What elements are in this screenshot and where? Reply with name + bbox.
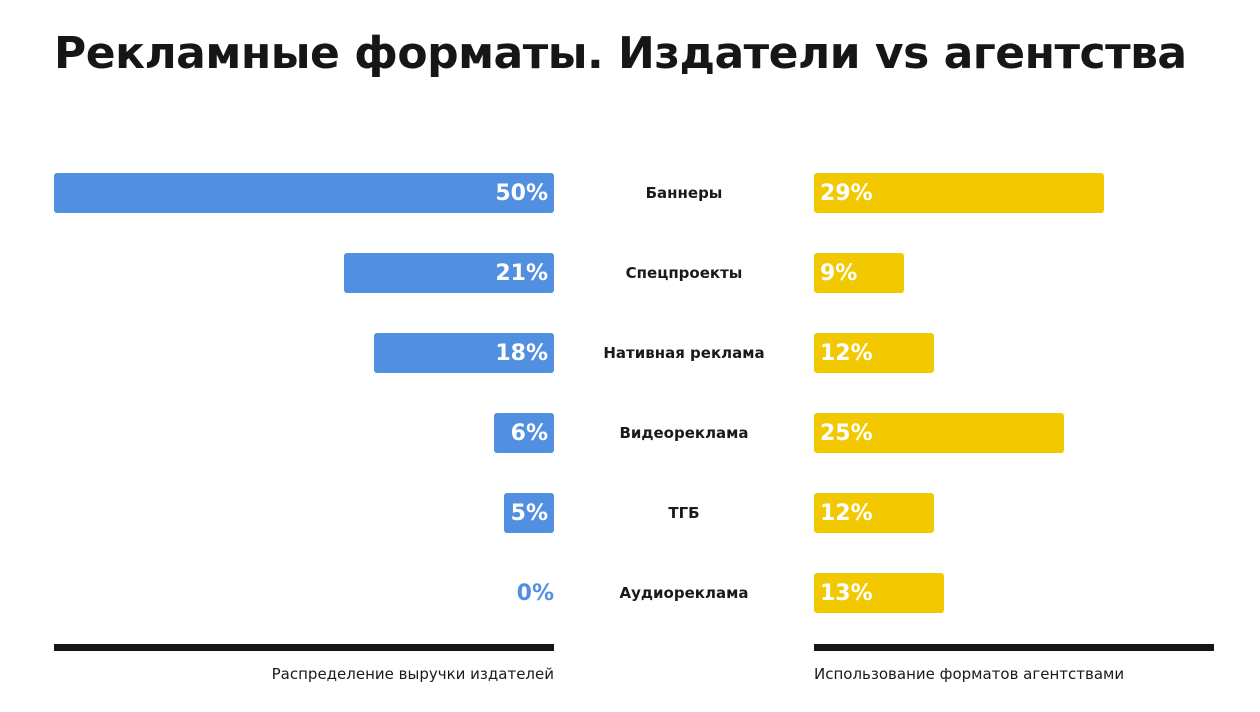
publishers-bar: 18% [374,333,554,373]
category-label: Спецпроекты [625,264,743,282]
agencies-bar: 12% [814,493,934,533]
agencies-bar: 13% [814,573,944,613]
publishers-bar: 6% [494,413,554,453]
publishers-baseline [54,644,554,651]
publishers-value-label: 5% [510,500,548,526]
agencies-value-label: 12% [820,500,873,526]
agencies-value-label: 29% [820,180,873,206]
agencies-value-label: 9% [820,260,858,286]
agencies-value-label: 25% [820,420,873,446]
publishers-bar: 50% [54,173,554,213]
category-label: Аудиореклама [619,584,749,602]
publishers-caption: Распределение выручки издателей [271,665,554,683]
agencies-bar: 12% [814,333,934,373]
agencies-bar: 29% [814,173,1104,213]
publishers-bar: 5% [504,493,554,533]
agencies-bar: 9% [814,253,904,293]
publishers-value-label: 21% [495,260,548,286]
agencies-bar: 25% [814,413,1064,453]
publishers-bar: 0% [494,573,554,613]
category-label: Видеореклама [619,424,749,442]
agencies-value-label: 12% [820,340,873,366]
agencies-caption: Использование форматов агентствами [814,665,1125,683]
agencies-baseline [814,644,1214,651]
publishers-value-label: 6% [510,420,548,446]
publishers-value-label: 50% [495,180,548,206]
category-label: ТГБ [668,504,700,522]
publishers-bar: 21% [344,253,554,293]
publishers-value-label: 18% [495,340,548,366]
category-label: Баннеры [645,184,723,202]
publishers-value-label: 0% [516,580,554,606]
agencies-value-label: 13% [820,580,873,606]
category-label: Нативная реклама [603,344,765,362]
chart-title: Рекламные форматы. Издатели vs агентства [54,28,1187,79]
